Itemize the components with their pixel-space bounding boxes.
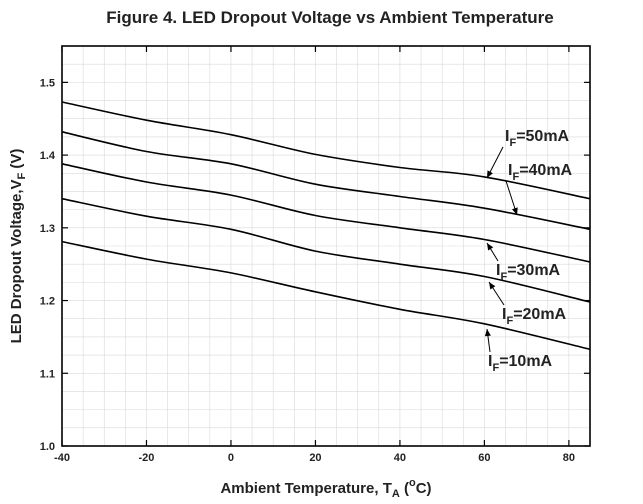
- series-label-2: IF=40mA: [508, 162, 573, 183]
- series-label-arrowhead-3: [487, 243, 494, 251]
- x-tick-label: -20: [139, 452, 155, 464]
- plot-frame: [61, 45, 591, 447]
- series-line-5: [61, 240, 591, 351]
- y-tick-label: 1.2: [40, 296, 55, 308]
- y-tick-label: 1.1: [40, 368, 55, 380]
- series-label-4: IF=20mA: [502, 306, 567, 327]
- series-line-4: [61, 197, 591, 303]
- y-tick-label: 1.0: [40, 441, 55, 453]
- series-label-arrowhead-4: [489, 282, 496, 290]
- x-tick-label: 20: [309, 452, 321, 464]
- series-line-1: [61, 101, 591, 200]
- series-label-arrowhead-5: [484, 329, 491, 337]
- chart-title: Figure 4. LED Dropout Voltage vs Ambient…: [106, 8, 553, 27]
- series-line-3: [61, 163, 591, 263]
- series-label-5: IF=10mA: [488, 353, 553, 374]
- y-tick-label: 1.3: [40, 223, 55, 235]
- series-label-arrowhead-1: [487, 170, 493, 178]
- series-line-2: [61, 131, 591, 231]
- x-tick-label: 80: [563, 452, 575, 464]
- x-tick-label: -40: [54, 452, 70, 464]
- y-tick-label: 1.5: [40, 77, 55, 89]
- grid: [62, 46, 590, 446]
- x-axis: -40 -20 0 20 40 60 80: [54, 46, 575, 464]
- series-label-1: IF=50mA: [505, 128, 570, 149]
- y-axis: 1.0 1.1 1.2 1.3 1.4 1.5: [40, 77, 590, 453]
- series-label-3: IF=30mA: [496, 262, 561, 283]
- x-tick-label: 0: [228, 452, 234, 464]
- x-axis-label: Ambient Temperature, TA (oC): [220, 477, 431, 500]
- y-tick-label: 1.4: [40, 150, 56, 162]
- series-labels: IF=50mA IF=40mA IF=30mA IF=20mA IF=10mA: [484, 128, 573, 374]
- y-axis-label: LED Dropout Voltage,VF (V): [8, 149, 28, 344]
- x-tick-label: 40: [394, 452, 406, 464]
- x-tick-label: 60: [478, 452, 490, 464]
- plot-series: [61, 101, 591, 351]
- series-label-arrowhead-2: [512, 207, 518, 215]
